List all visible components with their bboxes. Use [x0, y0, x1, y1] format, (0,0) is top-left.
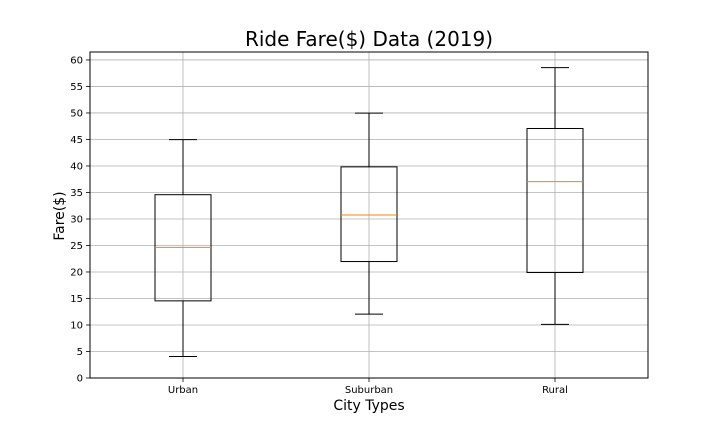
y-tick-label: 15 [70, 294, 83, 305]
chart-title: Ride Fare($) Data (2019) [245, 27, 493, 51]
y-axis-label: Fare($) [52, 191, 68, 240]
x-ticks: Urban Suburban Rural [168, 378, 568, 396]
y-ticks: 0 5 10 15 20 25 30 35 40 45 50 55 60 [70, 55, 90, 385]
y-tick-label: 50 [70, 108, 83, 119]
y-tick-label: 20 [70, 267, 83, 278]
box-group-urban [154, 139, 212, 358]
y-tick-label: 0 [77, 374, 83, 385]
y-tick-label: 45 [70, 135, 83, 146]
x-tick-label: Suburban [345, 385, 393, 396]
box-layer [154, 67, 584, 358]
y-tick-label: 10 [70, 320, 83, 331]
y-tick-label: 40 [70, 161, 83, 172]
x-tick-label: Rural [542, 385, 568, 396]
iqr-box [526, 127, 584, 274]
y-tick-label: 25 [70, 241, 83, 252]
y-tick-label: 60 [70, 55, 83, 66]
box-group-suburban [340, 112, 398, 315]
y-tick-label: 30 [70, 214, 83, 225]
y-tick-label: 55 [70, 82, 83, 93]
y-tick-label: 35 [70, 188, 83, 199]
x-axis-label: City Types [333, 398, 404, 414]
y-tick-label: 5 [77, 347, 83, 358]
box-group-rural [526, 67, 584, 325]
iqr-box [340, 166, 398, 263]
x-tick-label: Urban [168, 385, 198, 396]
